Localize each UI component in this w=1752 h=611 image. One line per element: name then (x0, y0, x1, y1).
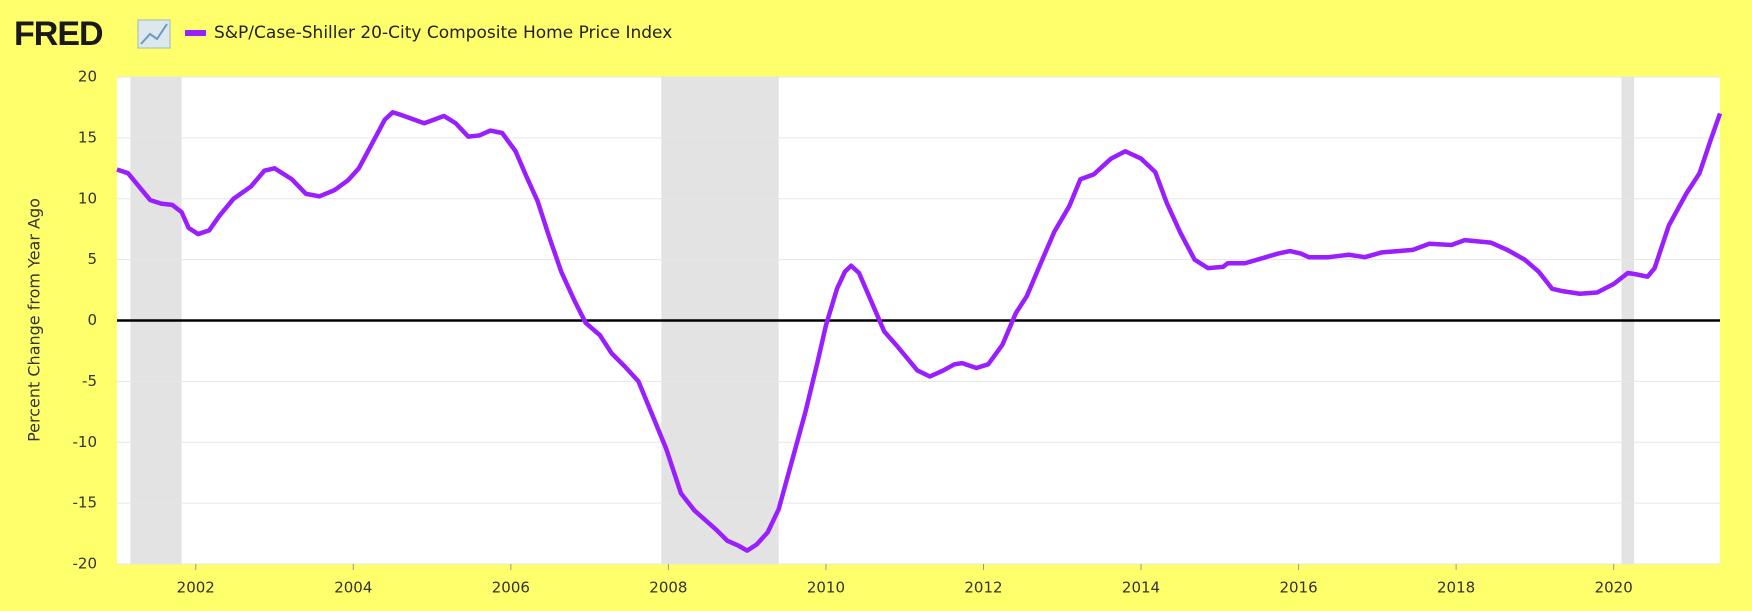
x-tick-label: 2006 (492, 579, 530, 597)
legend-label: S&P/Case-Shiller 20-City Composite Home … (214, 23, 672, 43)
y-tick-label: -10 (73, 433, 98, 451)
x-tick-label: 2016 (1279, 579, 1317, 597)
y-tick-label: 10 (78, 189, 97, 207)
x-tick-label: 2004 (334, 579, 372, 597)
y-tick-label: 20 (78, 68, 97, 86)
y-axis-label: Percent Change from Year Ago (25, 198, 44, 442)
y-tick-label: -20 (73, 555, 98, 573)
x-tick-label: 2020 (1595, 579, 1633, 597)
x-tick-label: 2018 (1437, 579, 1475, 597)
x-tick-label: 2008 (649, 579, 687, 597)
logo: FRED (14, 15, 103, 53)
y-tick-label: 5 (87, 250, 97, 268)
series-line (116, 110, 1723, 553)
x-tick-label: 2010 (807, 579, 845, 597)
logo-icon-box (137, 19, 171, 49)
logo-icon-line (140, 23, 168, 45)
y-tick-label: 0 (87, 311, 97, 329)
y-tick-label: 15 (78, 128, 97, 146)
x-tick-label: 2012 (964, 579, 1002, 597)
y-tick-label: -5 (82, 372, 97, 390)
x-tick-label: 2014 (1122, 579, 1160, 597)
y-tick-label: -15 (73, 494, 98, 512)
x-tick-label: 2002 (177, 579, 215, 597)
logo-icon (137, 19, 171, 49)
